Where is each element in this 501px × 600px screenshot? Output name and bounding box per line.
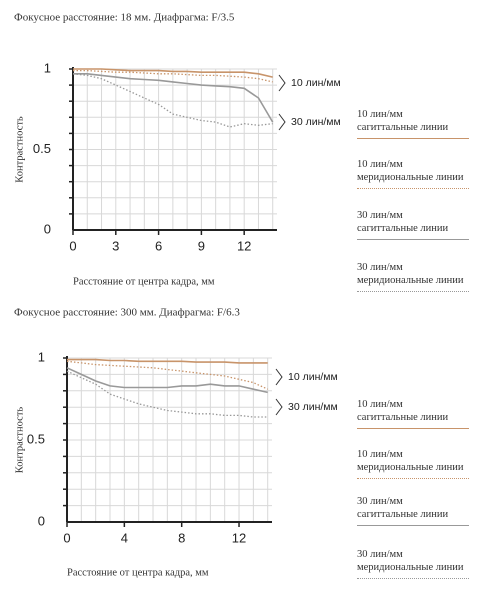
legend-entry: 10 лин/мм сагиттальные линии	[357, 108, 469, 139]
chart-title: Фокусное расстояние: 300 мм. Диафрагма: …	[14, 307, 240, 319]
x-axis-label: Расстояние от центра кадра, мм	[73, 276, 215, 287]
x-tick-label: 4	[121, 530, 128, 545]
x-tick-label: 8	[178, 530, 185, 545]
y-tick-label: 0.5	[33, 141, 51, 156]
y-tick-label: 1	[44, 60, 51, 75]
y-tick-label: 0	[44, 221, 51, 236]
annotation: 30 лин/мм	[291, 116, 341, 128]
series-line	[66, 360, 268, 390]
series-line	[66, 367, 268, 394]
series-line	[67, 358, 268, 364]
x-tick-label: 0	[63, 530, 70, 545]
x-tick-label: 9	[198, 238, 205, 253]
brace	[275, 398, 283, 416]
legend-entry: 30 лин/мм меридиональные линии	[357, 261, 469, 292]
annotation: 10 лин/мм	[288, 371, 338, 383]
legend-entry: 30 лин/мм сагиттальные линии	[357, 209, 469, 240]
brace	[278, 113, 286, 131]
y-tick-label: 0.5	[27, 431, 45, 446]
series-line	[73, 73, 274, 123]
annotation: 10 лин/мм	[291, 77, 341, 89]
y-tick-label: 1	[38, 349, 45, 364]
series-line	[66, 370, 268, 418]
legend-entry: 10 лин/мм меридиональные линии	[357, 448, 469, 479]
chart-title: Фокусное расстояние: 18 мм. Диафрагма: F…	[14, 12, 235, 24]
y-axis-label: Контрастность	[14, 407, 25, 474]
x-tick-label: 12	[237, 238, 251, 253]
series-line	[73, 68, 273, 78]
legend-entry: 10 лин/мм меридиональные линии	[357, 158, 469, 189]
legend-entry: 30 лин/мм сагиттальные линии	[357, 495, 469, 526]
annotation: 30 лин/мм	[288, 401, 338, 413]
legend-entry: 30 лин/мм меридиональные линии	[357, 548, 469, 579]
x-tick-label: 3	[112, 238, 119, 253]
x-tick-label: 0	[69, 238, 76, 253]
series-line	[72, 73, 273, 128]
legend-entry: 10 лин/мм сагиттальные линии	[357, 398, 469, 429]
y-tick-label: 0	[38, 513, 45, 528]
x-axis-label: Расстояние от центра кадра, мм	[67, 567, 209, 578]
brace	[275, 368, 283, 386]
x-tick-label: 12	[232, 530, 246, 545]
x-tick-label: 6	[155, 238, 162, 253]
y-axis-label: Контрастность	[14, 116, 25, 183]
brace	[278, 74, 286, 92]
